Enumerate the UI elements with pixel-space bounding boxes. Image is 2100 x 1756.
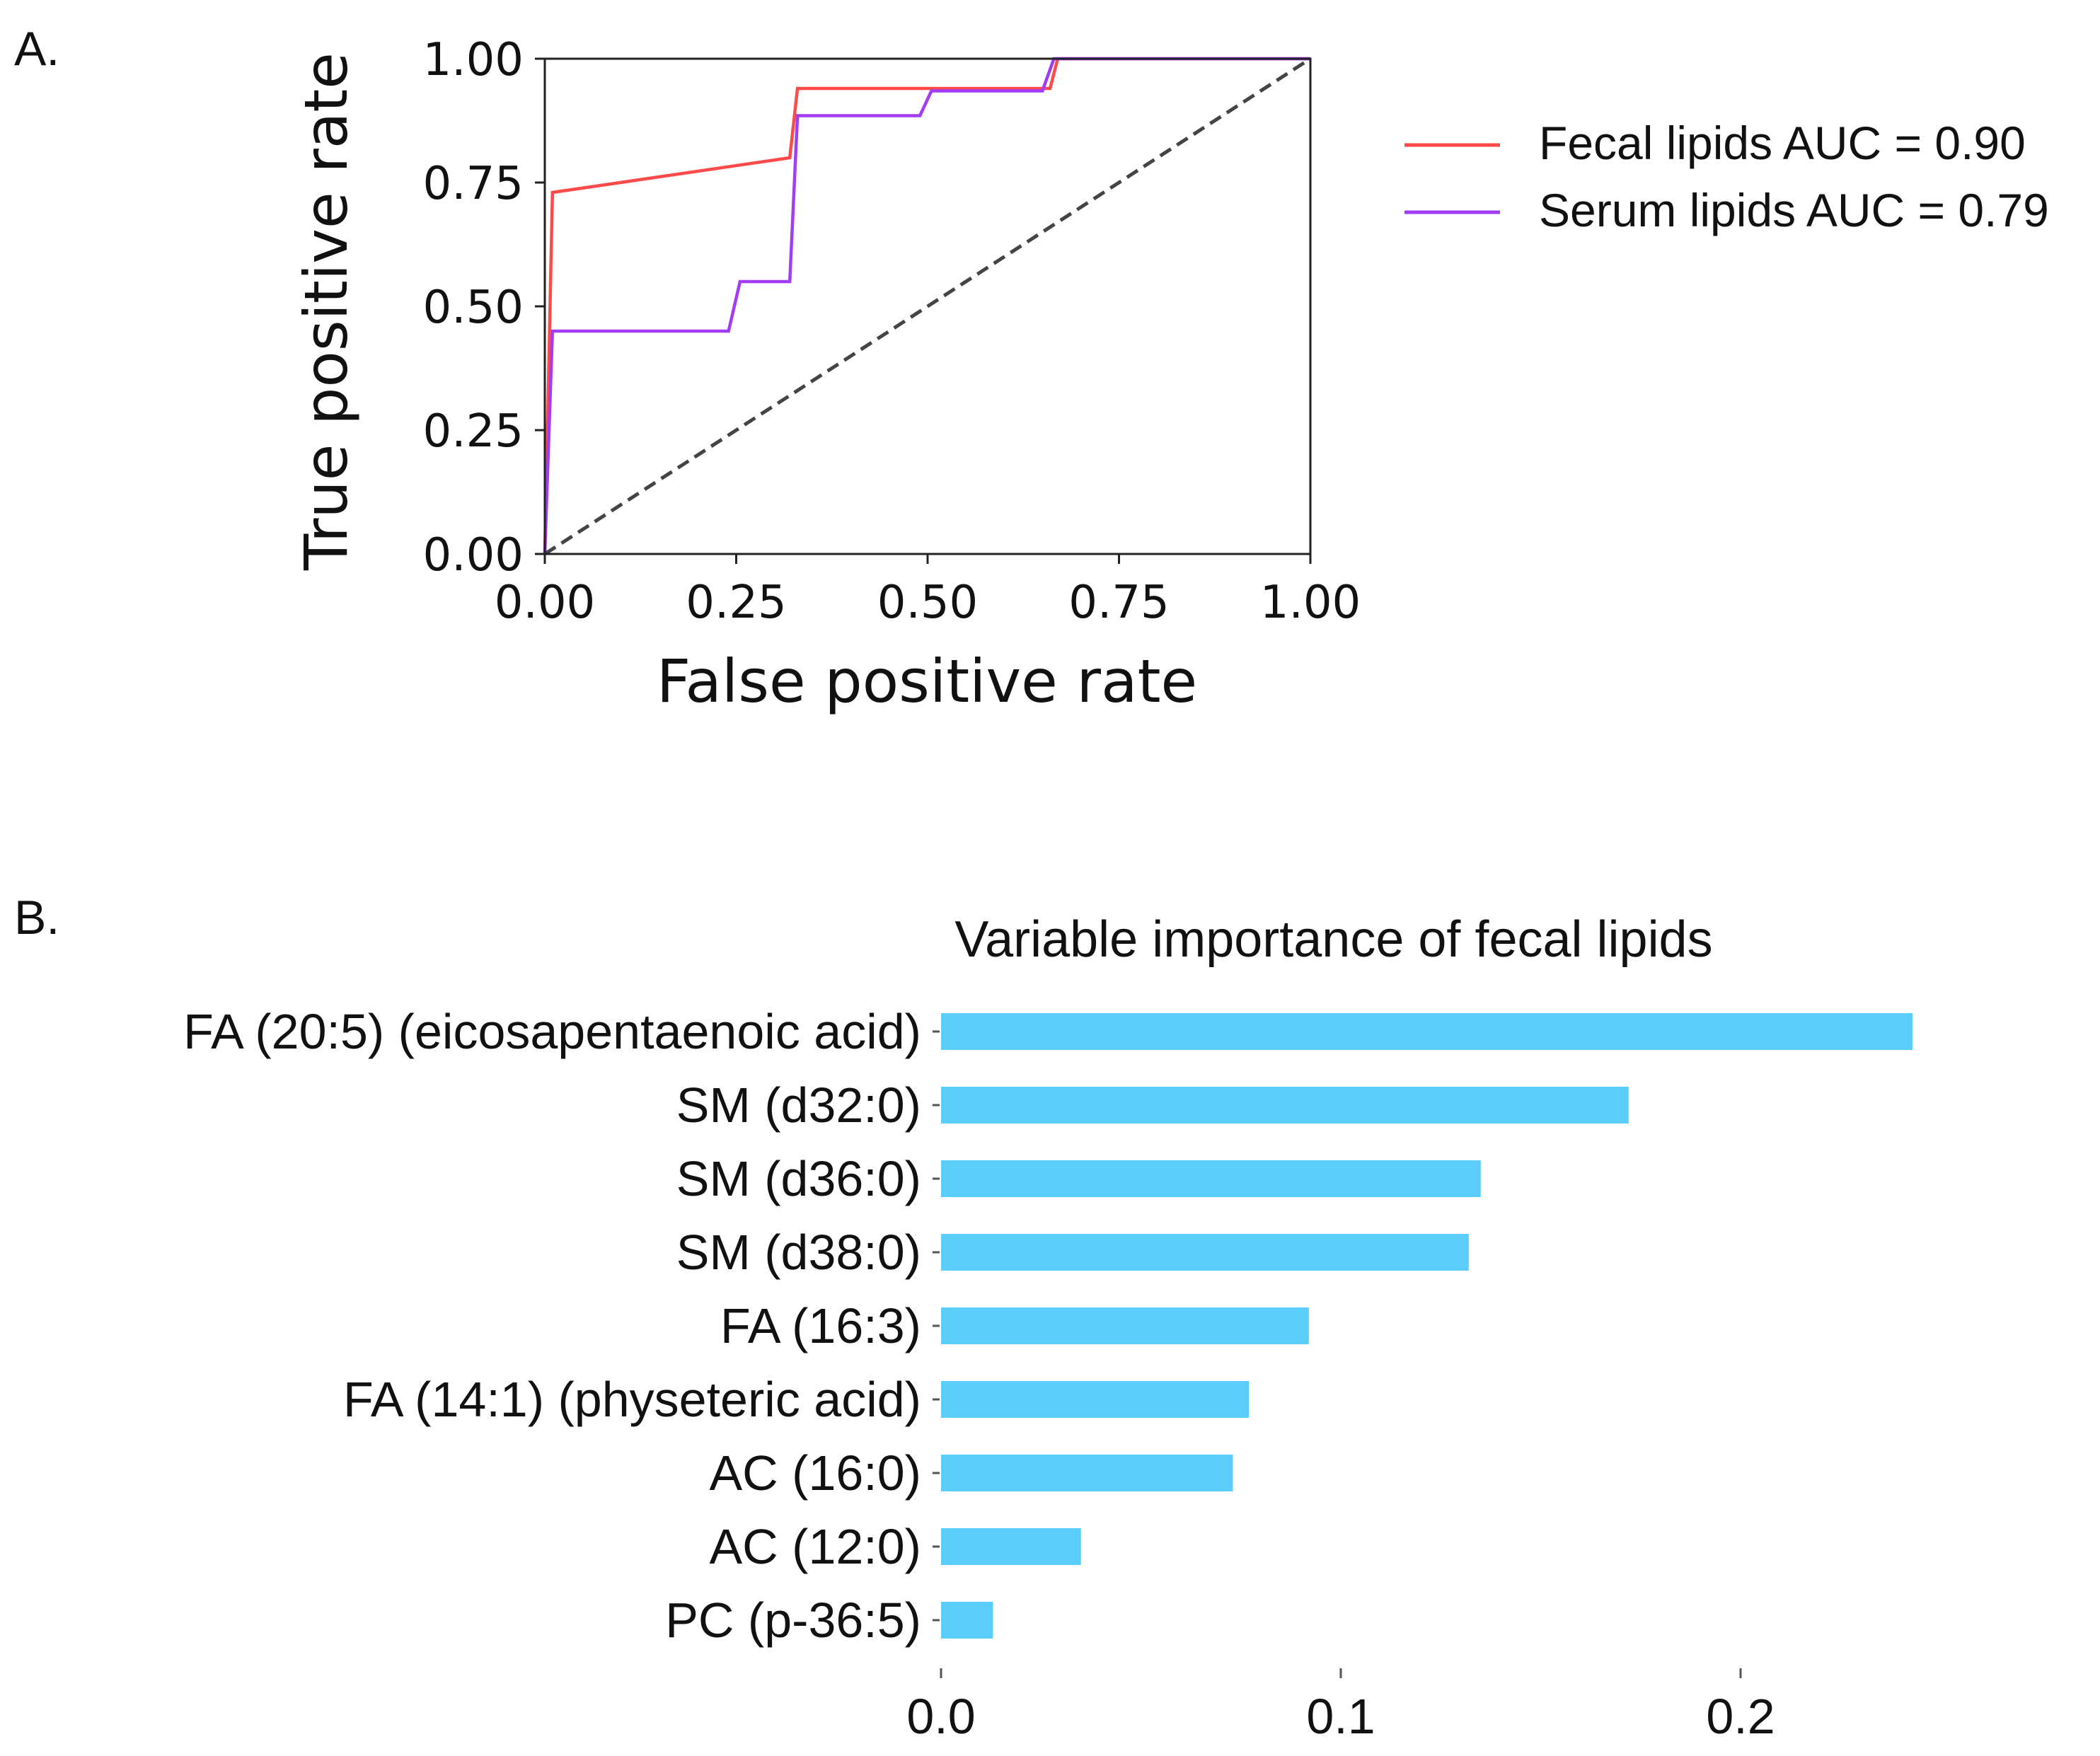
roc-x-tick-label: 0.50 bbox=[877, 577, 979, 629]
bar-category-label: AC (16:0) bbox=[709, 1445, 921, 1501]
roc-x-tick-label: 0.75 bbox=[1068, 577, 1170, 629]
roc-x-tick-label: 0.00 bbox=[495, 577, 596, 629]
bar-x-tick-label: 0.1 bbox=[1306, 1689, 1375, 1744]
bar-value-axis: 0.0 0.1 0.2 bbox=[906, 1668, 1775, 1744]
roc-y-axis-label: True positive rate bbox=[292, 52, 361, 571]
roc-y-tick-label: 0.75 bbox=[423, 158, 524, 210]
roc-chart: 0.00 0.25 0.50 0.75 1.00 0.00 0.25 0.50 0.75 1.0… bbox=[292, 34, 2049, 716]
roc-chance-line bbox=[543, 57, 1312, 556]
bar-category-label: SM (d32:0) bbox=[676, 1078, 921, 1133]
bar bbox=[941, 1160, 1481, 1197]
bar-category-label: FA (14:1) (physeteric acid) bbox=[343, 1372, 921, 1427]
roc-series-layer bbox=[543, 57, 1312, 556]
bar-category-label: PC (p-36:5) bbox=[665, 1593, 921, 1648]
panel-a-label: A. bbox=[14, 22, 59, 76]
bar-category-label: AC (12:0) bbox=[709, 1519, 921, 1574]
roc-y-axis: 0.00 0.25 0.50 0.75 1.00 bbox=[423, 34, 545, 582]
bar bbox=[941, 1528, 1081, 1565]
roc-y-tick-label: 1.00 bbox=[423, 34, 524, 86]
legend-label-fecal: Fecal lipids AUC = 0.90 bbox=[1539, 117, 2026, 169]
bar bbox=[941, 1602, 993, 1639]
bar bbox=[941, 1455, 1233, 1491]
bar bbox=[941, 1307, 1309, 1344]
bar bbox=[941, 1381, 1250, 1418]
roc-legend: Fecal lipids AUC = 0.90 Serum lipids AUC… bbox=[1404, 117, 2049, 236]
bar-category-label: SM (d38:0) bbox=[676, 1225, 921, 1280]
panel-b-label: B. bbox=[14, 891, 59, 945]
bar-chart-title: Variable importance of fecal lipids bbox=[954, 911, 1712, 968]
roc-y-tick-label: 0.00 bbox=[423, 529, 524, 582]
bar-x-tick-label: 0.2 bbox=[1706, 1689, 1775, 1744]
bar-x-tick-label: 0.0 bbox=[906, 1689, 975, 1744]
bar-category-label: SM (d36:0) bbox=[676, 1151, 921, 1206]
importance-bar-chart: Variable importance of fecal lipids FA (… bbox=[183, 911, 1912, 1744]
bar bbox=[941, 1087, 1629, 1124]
bar-layer bbox=[941, 1013, 1912, 1639]
roc-x-tick-label: 1.00 bbox=[1260, 577, 1361, 629]
bar bbox=[941, 1234, 1469, 1271]
bar-category-axis: FA (20:5) (eicosapentaenoic acid) SM (d32… bbox=[183, 1004, 940, 1648]
bar-category-label: FA (16:3) bbox=[720, 1298, 921, 1353]
roc-y-tick-label: 0.50 bbox=[423, 282, 524, 334]
roc-series-line-1 bbox=[543, 57, 1310, 555]
roc-y-tick-label: 0.25 bbox=[423, 405, 524, 458]
bar-category-label: FA (20:5) (eicosapentaenoic acid) bbox=[183, 1004, 921, 1059]
roc-x-axis-label: False positive rate bbox=[657, 647, 1197, 716]
legend-label-serum: Serum lipids AUC = 0.79 bbox=[1539, 184, 2049, 236]
roc-x-tick-label: 0.25 bbox=[686, 577, 787, 629]
bar bbox=[941, 1013, 1912, 1050]
roc-x-axis: 0.00 0.25 0.50 0.75 1.00 bbox=[495, 554, 1361, 629]
